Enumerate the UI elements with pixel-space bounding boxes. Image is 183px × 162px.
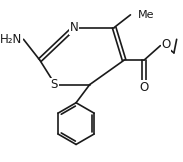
Text: N: N <box>70 21 79 34</box>
Text: O: O <box>139 81 149 94</box>
Text: Me: Me <box>138 10 154 20</box>
Text: O: O <box>161 38 171 51</box>
Text: H₂N: H₂N <box>0 33 23 46</box>
Text: S: S <box>51 78 58 91</box>
